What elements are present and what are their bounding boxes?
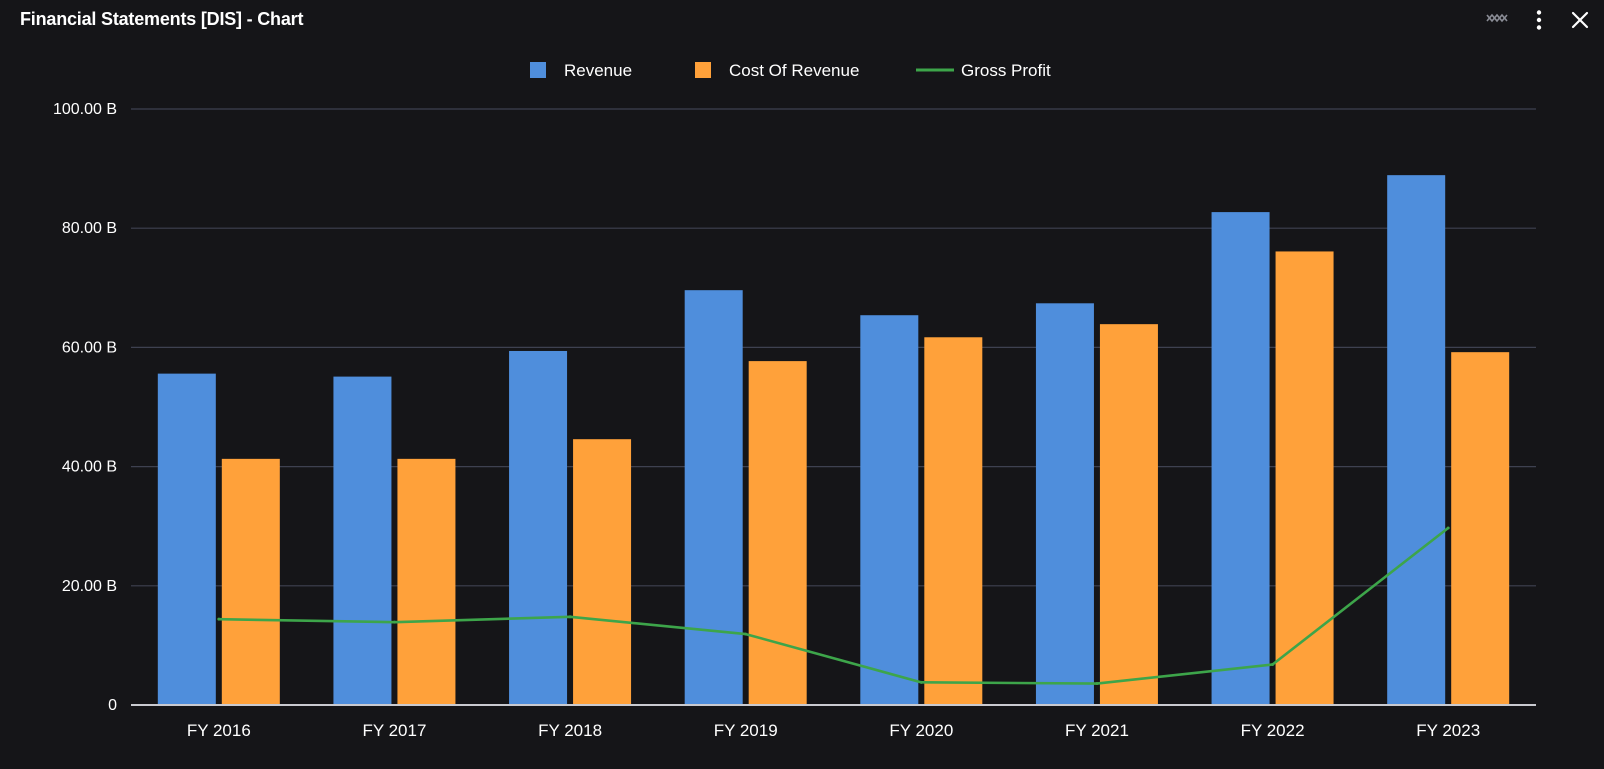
line-point <box>1095 682 1099 686</box>
bar-cost-of-revenue <box>748 361 807 705</box>
bar-cost-of-revenue <box>1099 324 1158 705</box>
close-icon[interactable] <box>1568 8 1592 32</box>
more-options-icon[interactable] <box>1527 8 1551 32</box>
line-point <box>1446 526 1450 530</box>
bar-revenue <box>1387 175 1446 705</box>
bar-cost-of-revenue <box>397 458 456 705</box>
legend-swatch <box>695 62 711 78</box>
chart-type-icon[interactable] <box>1485 8 1509 32</box>
bar-cost-of-revenue <box>1275 251 1334 705</box>
y-tick-label: 20.00 B <box>62 578 117 595</box>
x-tick-label: FY 2020 <box>889 721 953 740</box>
financial-chart: Revenue Cost Of Revenue Gross Profit 0 20.0… <box>53 61 1536 740</box>
y-tick-label: 60.00 B <box>62 339 117 356</box>
bar-cost-of-revenue <box>924 337 983 705</box>
line-point <box>744 632 748 636</box>
bar-cost-of-revenue <box>573 439 632 705</box>
y-tick-label: 0 <box>108 697 117 714</box>
title-bar: Financial Statements [DIS] - Chart <box>0 0 1604 40</box>
y-tick-label: 40.00 B <box>62 459 117 476</box>
x-tick-label: FY 2019 <box>714 721 778 740</box>
bar-cost-of-revenue <box>221 458 280 705</box>
line-series <box>217 526 1450 686</box>
x-tick-label: FY 2023 <box>1416 721 1480 740</box>
bar-revenue <box>157 373 216 705</box>
legend-item: Cost Of Revenue <box>695 61 859 80</box>
line-point <box>568 615 572 619</box>
line-point <box>919 680 923 684</box>
bar-cost-of-revenue <box>1451 352 1510 705</box>
x-tick-label: FY 2018 <box>538 721 602 740</box>
line-gross-profit <box>218 526 1449 685</box>
x-tick-label: FY 2021 <box>1065 721 1129 740</box>
line-point <box>392 620 396 624</box>
bar-revenue <box>1035 303 1094 705</box>
bar-revenue <box>684 290 743 705</box>
bar-series <box>157 175 1510 705</box>
legend-label: Revenue <box>564 61 632 80</box>
x-tick-label: FY 2017 <box>362 721 426 740</box>
bar-revenue <box>860 315 919 705</box>
line-point <box>1271 662 1275 666</box>
x-tick-label: FY 2022 <box>1241 721 1305 740</box>
bar-revenue <box>509 350 568 705</box>
chart-area: Revenue Cost Of Revenue Gross Profit 0 20.0… <box>0 40 1604 764</box>
bar-revenue <box>1211 212 1270 705</box>
legend-label: Gross Profit <box>961 61 1051 80</box>
axes: 0 20.00 B 40.00 B 60.00 B 80.00 B 100.00 B FY … <box>53 101 1536 740</box>
y-tick-label: 80.00 B <box>62 220 117 237</box>
bar-revenue <box>333 376 392 705</box>
x-tick-label: FY 2016 <box>187 721 251 740</box>
chart-legend: Revenue Cost Of Revenue Gross Profit <box>530 61 1051 80</box>
legend-label: Cost Of Revenue <box>729 61 859 80</box>
legend-swatch <box>530 62 546 78</box>
y-tick-label: 100.00 B <box>53 101 117 118</box>
legend-item: Gross Profit <box>916 61 1051 80</box>
window-title: Financial Statements [DIS] - Chart <box>20 9 304 29</box>
legend-item: Revenue <box>530 61 632 80</box>
line-point <box>217 617 221 621</box>
